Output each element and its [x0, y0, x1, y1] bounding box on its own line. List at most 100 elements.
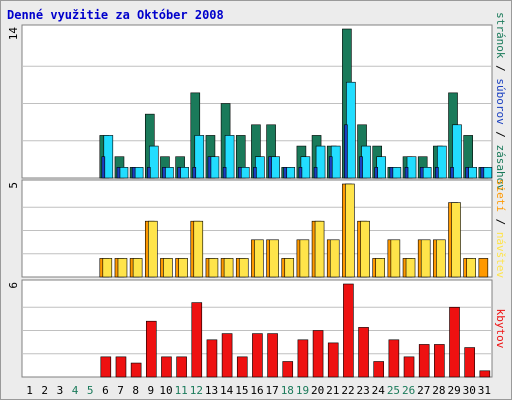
side-label-part: kbytov — [494, 309, 507, 349]
x-tick-day-23: 23 — [357, 384, 370, 397]
bar-usage-s1-day-26 — [406, 156, 417, 179]
x-tick-day-8: 8 — [132, 384, 139, 397]
bar-usage-s2-day-16 — [253, 167, 257, 179]
side-label-part: / — [494, 58, 507, 78]
bar-usage-s1-day-31 — [482, 167, 493, 179]
bar-usage-s1-day-27 — [421, 167, 432, 179]
bar-usage-s2-day-8 — [131, 167, 136, 179]
bar-kbytes-s0-day-16 — [252, 333, 263, 378]
bar-usage-s1-day-9 — [148, 145, 159, 179]
x-tick-day-13: 13 — [205, 384, 218, 397]
bar-visits-s1-day-16 — [254, 239, 264, 278]
bar-visits-s1-day-6 — [102, 258, 113, 278]
bar-kbytes-s0-day-12 — [191, 302, 203, 378]
x-tick-day-25: 25 — [387, 384, 400, 397]
bar-usage-s2-day-15 — [237, 167, 242, 179]
bar-visits-s1-day-21 — [329, 239, 340, 278]
bar-usage-s2-day-12 — [192, 167, 197, 179]
bar-usage-s1-day-10 — [164, 167, 174, 179]
side-label-kbytes: kbytov — [494, 309, 507, 349]
bar-usage-s1-day-17 — [270, 156, 280, 179]
x-tick-day-10: 10 — [159, 384, 172, 397]
bar-usage-s1-day-24 — [376, 156, 387, 179]
side-label-part: súborov — [494, 78, 507, 125]
bar-usage-s1-day-20 — [315, 145, 326, 179]
side-label-part: / — [494, 212, 507, 232]
bar-usage-s2-day-19 — [298, 167, 303, 179]
bar-usage-s2-day-10 — [162, 167, 166, 179]
bar-visits-s0-day-31 — [478, 258, 489, 278]
bar-usage-s2-day-23 — [359, 156, 363, 179]
x-tick-day-6: 6 — [102, 384, 109, 397]
bar-visits-s1-day-12 — [193, 220, 204, 278]
bar-usage-s1-day-6 — [103, 135, 114, 179]
y-max-label: 5 — [7, 182, 20, 189]
bar-usage-s2-day-29 — [450, 167, 454, 179]
bar-visits-s1-day-28 — [436, 239, 446, 278]
bar-usage-s1-day-25 — [391, 167, 402, 179]
bar-kbytes-s0-day-18 — [282, 361, 294, 378]
bar-kbytes-s0-day-7 — [115, 356, 127, 378]
bar-visits-s1-day-20 — [314, 220, 325, 278]
x-tick-day-5: 5 — [87, 384, 94, 397]
bar-usage-s1-day-7 — [118, 167, 129, 179]
bar-visits-s1-day-8 — [132, 258, 143, 278]
bar-kbytes-s0-day-30 — [464, 347, 475, 378]
bar-visits-s1-day-24 — [375, 258, 386, 278]
side-label-part: stránok — [494, 12, 507, 59]
x-tick-day-7: 7 — [117, 384, 124, 397]
bar-usage-s1-day-16 — [255, 156, 265, 179]
x-tick-day-16: 16 — [250, 384, 263, 397]
y-max-label: 14 — [7, 27, 20, 41]
bar-visits-s1-day-29 — [451, 202, 461, 278]
bar-usage-s2-day-14 — [222, 167, 227, 179]
bar-visits-s1-day-19 — [299, 239, 310, 278]
x-tick-day-3: 3 — [57, 384, 64, 397]
bar-kbytes-s0-day-26 — [403, 356, 415, 378]
bar-usage-s2-day-25 — [389, 167, 394, 179]
bar-usage-s1-day-23 — [361, 145, 371, 179]
x-tick-day-14: 14 — [220, 384, 234, 397]
x-tick-day-20: 20 — [311, 384, 324, 397]
bar-usage-s1-day-18 — [285, 167, 296, 179]
bar-kbytes-s0-day-19 — [297, 339, 309, 378]
bar-visits-s1-day-22 — [345, 183, 355, 278]
side-label-part: sietí — [494, 179, 507, 212]
x-tick-day-2: 2 — [41, 384, 48, 397]
bar-kbytes-s0-day-9 — [145, 320, 157, 378]
bar-usage-s2-day-28 — [435, 167, 439, 179]
bar-visits-s1-day-30 — [466, 258, 476, 278]
side-label-part: návštev — [494, 232, 507, 279]
bar-usage-s1-day-29 — [452, 124, 462, 179]
chart-title: Denné využitie za Október 2008 — [7, 8, 224, 22]
bar-kbytes-s0-day-20 — [312, 330, 324, 378]
bar-kbytes-s0-day-22 — [343, 283, 354, 378]
bar-usage-s1-day-30 — [467, 167, 477, 179]
bar-visits-s1-day-27 — [420, 239, 431, 278]
bar-visits-s1-day-23 — [360, 220, 370, 278]
x-tick-day-22: 22 — [341, 384, 354, 397]
bar-kbytes-s0-day-21 — [327, 342, 339, 378]
x-tick-day-18: 18 — [281, 384, 294, 397]
x-tick-day-31: 31 — [478, 384, 491, 397]
bar-usage-s2-day-30 — [465, 167, 469, 179]
bar-usage-s2-day-27 — [419, 167, 424, 179]
side-label-part: zásahov — [494, 145, 507, 192]
x-tick-day-9: 9 — [148, 384, 155, 397]
bar-visits-s1-day-14 — [223, 258, 234, 278]
x-tick-day-21: 21 — [326, 384, 339, 397]
x-tick-day-28: 28 — [432, 384, 445, 397]
bar-usage-s2-day-26 — [404, 167, 409, 179]
bar-visits-s1-day-9 — [147, 220, 158, 278]
bar-visits-s1-day-17 — [269, 239, 279, 278]
bar-usage-s2-day-9 — [146, 167, 151, 179]
bar-usage-s2-day-22 — [344, 124, 348, 179]
x-tick-day-17: 17 — [266, 384, 279, 397]
x-tick-day-26: 26 — [402, 384, 415, 397]
bar-kbytes-s0-day-23 — [358, 327, 369, 378]
bar-usage-s1-day-19 — [300, 156, 311, 179]
bar-visits-s1-day-10 — [163, 258, 173, 278]
bar-usage-s1-day-8 — [133, 167, 144, 179]
x-tick-day-1: 1 — [26, 384, 33, 397]
